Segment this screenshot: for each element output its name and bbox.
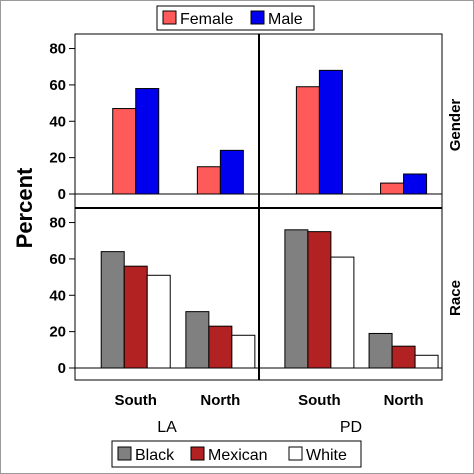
legend-race-box (111, 440, 362, 468)
bar-race-pd-north-white (414, 354, 439, 369)
legend-female-label: Female (180, 11, 233, 28)
row-label-gender: Gender (447, 99, 464, 152)
bar-race-la-north-black (185, 311, 210, 369)
plot-area: 0 20 40 60 80 0 20 40 60 80 South North South North (49, 41, 442, 409)
legend-gender-box (156, 5, 315, 31)
y-tick-label-race-0: 0 (58, 360, 66, 377)
bar-race-pd-north-black (368, 332, 393, 369)
legend-white-swatch (288, 446, 303, 461)
bar-race-la-north-mexican (208, 325, 233, 369)
bar-race-pd-north-mexican (391, 345, 416, 369)
bar-gender-pd-north-male (403, 173, 428, 195)
x-tick-label-la-south: South (114, 392, 157, 409)
y-tick-label-gender-20: 20 (49, 150, 66, 167)
bar-gender-pd-north-female (380, 182, 405, 195)
y-tick-label-race-80: 80 (49, 215, 66, 232)
bar-gender-pd-south-male (318, 69, 343, 195)
y-tick-label-gender-0: 0 (58, 186, 66, 203)
legend-white-label: White (306, 447, 347, 464)
bar-gender-la-north-male (219, 149, 244, 195)
row-label-race: Race (447, 280, 464, 316)
y-tick-label-gender-80: 80 (49, 41, 66, 58)
bar-race-pd-south-black (284, 229, 309, 369)
y-tick-label-race-60: 60 (49, 251, 66, 268)
column-label-pd: PD (340, 419, 362, 436)
legend-mexican-label: Mexican (208, 447, 268, 464)
y-tick-label-race-40: 40 (49, 287, 66, 304)
bar-race-la-south-white (146, 274, 171, 369)
legend-female-swatch (162, 10, 177, 25)
x-tick-label-pd-north: North (384, 392, 424, 409)
legend-race: Black Mexican White (111, 440, 362, 468)
bar-race-la-north-white (231, 334, 256, 369)
bar-race-pd-south-white (330, 256, 355, 369)
bar-race-la-south-black (100, 251, 125, 369)
column-label-la: LA (157, 419, 177, 436)
y-tick-label-gender-60: 60 (49, 77, 66, 94)
bar-race-pd-south-mexican (307, 231, 332, 369)
y-tick-label-race-20: 20 (49, 324, 66, 341)
bar-gender-la-north-female (196, 166, 221, 195)
bar-gender-la-south-female (112, 108, 137, 195)
legend-male-label: Male (268, 11, 303, 28)
legend-black-label: Black (135, 447, 175, 464)
y-axis-title: Percent (12, 167, 37, 248)
bar-gender-la-south-male (135, 88, 160, 195)
y-tick-label-gender-40: 40 (49, 113, 66, 130)
legend-gender: Female Male (156, 5, 315, 31)
x-tick-label-la-north: North (200, 392, 240, 409)
bar-race-la-south-mexican (123, 265, 148, 369)
legend-male-swatch (250, 10, 265, 25)
legend-mexican-swatch (190, 446, 205, 461)
x-tick-label-pd-south: South (298, 392, 341, 409)
bar-gender-pd-south-female (295, 86, 320, 195)
legend-black-swatch (117, 446, 132, 461)
